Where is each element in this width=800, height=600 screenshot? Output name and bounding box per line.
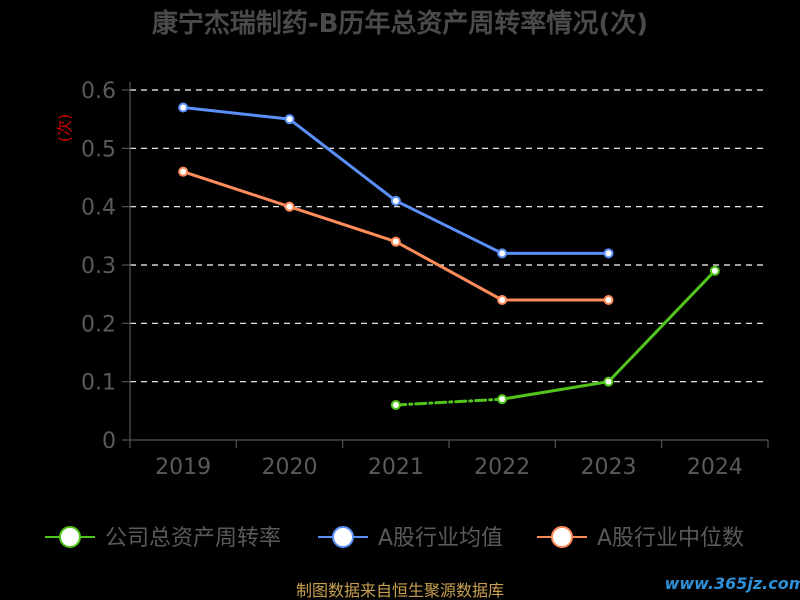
grid-lines <box>130 89 768 383</box>
data-point <box>284 201 295 212</box>
series-line-segment <box>607 269 717 384</box>
x-tick-label: 2022 <box>474 455 530 480</box>
y-tick-label: 0 <box>102 429 116 454</box>
data-point <box>603 248 614 259</box>
series-2 <box>178 166 614 305</box>
legend-item[interactable]: 公司总资产周转率 <box>45 526 281 551</box>
data-point <box>603 295 614 305</box>
series-line-segment <box>288 117 398 203</box>
x-tick-label: 2024 <box>687 455 743 480</box>
y-tick-label: 0.4 <box>81 196 116 221</box>
legend-marker <box>332 526 354 548</box>
series-line-segment <box>394 397 504 407</box>
y-tick-label: 0.6 <box>81 79 116 104</box>
y-axis-ticks: 0 0.1 0.2 0.3 0.4 0.5 0.6 <box>81 79 130 454</box>
data-point <box>390 236 401 247</box>
series-line-segment <box>181 170 291 209</box>
chart-title: 康宁杰瑞制药-B历年总资产周转率情况(次) <box>152 8 648 39</box>
y-tick-label: 0.2 <box>81 312 116 337</box>
x-tick-label: 2021 <box>368 455 424 480</box>
data-point <box>284 114 295 125</box>
data-point <box>497 248 508 259</box>
legend-marker <box>551 526 573 548</box>
data-point <box>497 394 508 405</box>
y-axis-label: (次) <box>55 114 74 143</box>
x-tick-label: 2019 <box>155 455 211 480</box>
y-tick-label: 0.1 <box>81 371 116 396</box>
series-line-segment <box>288 205 398 244</box>
y-tick-label: 0.3 <box>81 254 116 279</box>
legend[interactable]: 公司总资产周转率 A股行业均值 A股行业中位数 <box>45 526 744 551</box>
data-source-note: 制图数据来自恒生聚源数据库 <box>296 581 504 600</box>
series-line-segment <box>500 380 610 401</box>
series-line-segment <box>394 199 504 255</box>
x-tick-label: 2023 <box>581 455 637 480</box>
x-tick-label: 2020 <box>262 455 318 480</box>
legend-item[interactable]: A股行业均值 <box>318 526 503 551</box>
data-point <box>497 295 508 305</box>
legend-marker <box>59 526 81 548</box>
x-axis: 2019 2020 2021 2022 2023 2024 <box>129 82 769 480</box>
data-point <box>603 376 614 387</box>
series-layer <box>178 102 720 410</box>
data-point <box>709 265 720 276</box>
y-tick-label: 0.5 <box>81 137 116 162</box>
data-point <box>390 195 401 206</box>
legend-item[interactable]: A股行业中位数 <box>537 526 744 551</box>
watermark: www.365jz.com <box>665 574 800 593</box>
series-0 <box>390 265 720 410</box>
data-point <box>178 102 189 113</box>
data-point <box>178 166 189 177</box>
series-line-segment <box>181 106 291 121</box>
legend-label: 公司总资产周转率 <box>105 526 281 551</box>
legend-label: A股行业中位数 <box>597 526 744 551</box>
legend-label: A股行业均值 <box>378 526 503 551</box>
data-point <box>390 400 401 410</box>
series-1 <box>178 102 614 259</box>
series-line-segment <box>394 240 504 302</box>
